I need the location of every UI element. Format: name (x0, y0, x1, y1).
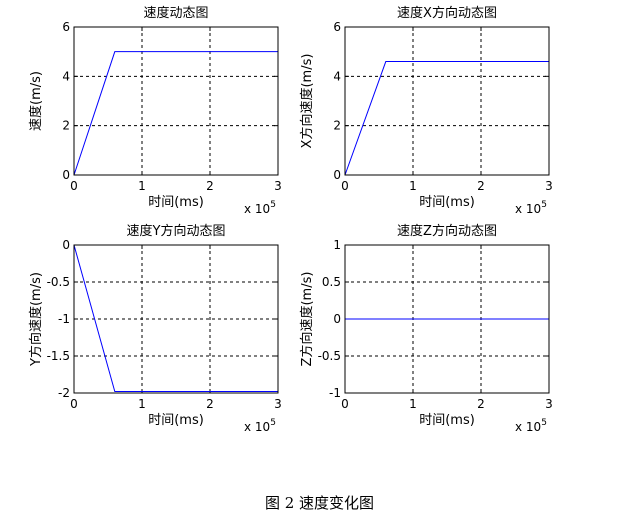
y-tick-label: 0 (333, 312, 341, 326)
axes-frame (344, 26, 550, 176)
y-tick-label: 0 (62, 238, 70, 252)
series-line (73, 244, 278, 393)
x-tick-label: 0 (70, 397, 78, 411)
x-tick-label: 0 (70, 179, 78, 193)
y-tick-label: 2 (333, 119, 341, 133)
axes-frame (344, 244, 550, 394)
series-line (73, 51, 278, 176)
x-tick-label: 1 (409, 397, 417, 411)
y-tick-label: -0.5 (318, 349, 341, 363)
x-tick-label: 2 (206, 397, 214, 411)
x-axis-label: 时间(ms) (419, 413, 475, 428)
y-tick-label: -2 (58, 386, 70, 400)
chart-title: 速度动态图 (143, 5, 208, 21)
y-axis-label: Y方向速度(m/s) (28, 272, 44, 367)
x-tick-label: 1 (138, 179, 146, 193)
plot-area (74, 27, 278, 175)
chart-title: 速度Y方向动态图 (127, 223, 226, 239)
y-tick-label: 4 (333, 69, 341, 83)
y-axis-label: Z方向速度(m/s) (299, 272, 315, 367)
x-axis-label: 时间(ms) (148, 413, 204, 428)
y-axis-label: X方向速度(m/s) (299, 54, 315, 149)
plot-area (345, 27, 549, 175)
x-axis-label: 时间(ms) (148, 195, 204, 210)
axes-frame (73, 26, 279, 176)
y-tick-label: 4 (62, 69, 70, 83)
y-axis-label: 速度(m/s) (28, 71, 44, 131)
y-tick-label: 0 (333, 168, 341, 182)
x-tick-label: 1 (409, 179, 417, 193)
y-tick-label: 1 (333, 238, 341, 252)
x-axis-label: 时间(ms) (419, 195, 475, 210)
y-tick-label: 2 (62, 119, 70, 133)
x-tick-label: 2 (477, 397, 485, 411)
x-tick-label: 1 (138, 397, 146, 411)
y-tick-label: 6 (333, 20, 341, 34)
axes-frame (73, 244, 279, 394)
x-tick-label: 3 (274, 179, 282, 193)
series-line (344, 61, 549, 176)
x-tick-label: 3 (545, 397, 553, 411)
figure-caption: 图 2 速度变化图 (264, 494, 375, 512)
y-tick-label: -1 (329, 386, 341, 400)
y-tick-label: 6 (62, 20, 70, 34)
chart-title: 速度X方向动态图 (397, 5, 497, 21)
x-tick-label: 2 (206, 179, 214, 193)
y-tick-label: -1.5 (47, 349, 70, 363)
y-tick-label: -0.5 (47, 275, 70, 289)
y-tick-label: 0.5 (322, 275, 341, 289)
chart-title: 速度Z方向动态图 (397, 223, 497, 239)
y-tick-label: -1 (58, 312, 70, 326)
x-axis-multiplier: x 105 (515, 200, 547, 216)
x-tick-label: 3 (545, 179, 553, 193)
x-axis-multiplier: x 105 (244, 200, 276, 216)
x-tick-label: 0 (341, 179, 349, 193)
x-tick-label: 2 (477, 179, 485, 193)
y-tick-label: 0 (62, 168, 70, 182)
x-axis-multiplier: x 105 (244, 418, 276, 434)
x-tick-label: 0 (341, 397, 349, 411)
x-tick-label: 3 (274, 397, 282, 411)
x-axis-multiplier: x 105 (515, 418, 547, 434)
